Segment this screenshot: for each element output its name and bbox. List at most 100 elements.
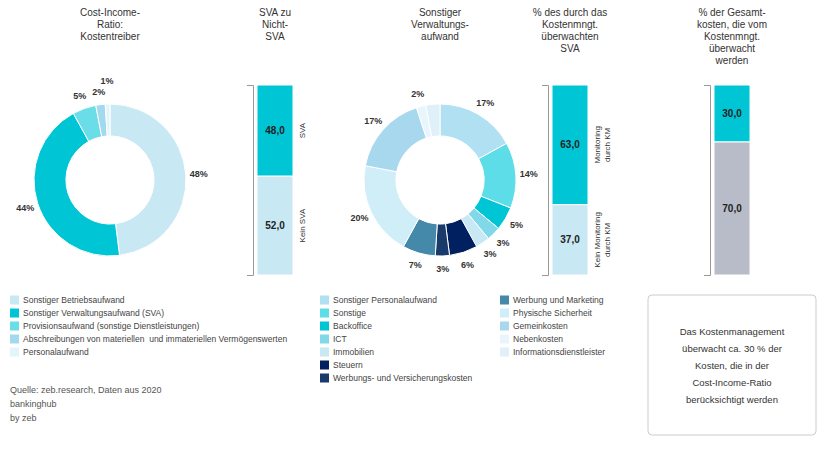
title: % der Gesamt-kosten, die vomKostenmngt.ü… bbox=[697, 7, 767, 66]
legend-swatch bbox=[320, 335, 329, 344]
annotation: Cost-Income-Ratio bbox=[692, 377, 771, 388]
title-line: % der Gesamt- bbox=[698, 7, 765, 18]
y-axis bbox=[247, 86, 254, 276]
title-line: SVA bbox=[265, 31, 285, 42]
series-label: SVA bbox=[298, 122, 307, 138]
pie-slice bbox=[110, 104, 186, 255]
data-label: 48% bbox=[190, 169, 208, 179]
series-label-line: Monitoring bbox=[593, 126, 602, 163]
y-axis bbox=[542, 86, 549, 276]
pie-slice bbox=[364, 166, 419, 247]
title-line: überwachten bbox=[541, 31, 598, 42]
title-line: Kostenmngt. bbox=[542, 19, 598, 30]
legend-entry: Immobilien bbox=[333, 347, 374, 357]
bar-segment bbox=[714, 85, 750, 142]
legend-swatch bbox=[10, 322, 19, 331]
data-label: 6% bbox=[461, 260, 474, 270]
bar-segment bbox=[257, 176, 293, 275]
annotation: überwacht ca. 30 % der bbox=[682, 343, 782, 354]
data-label: 37,0 bbox=[560, 234, 580, 245]
title-line: SVA bbox=[560, 43, 580, 54]
annotation: by zeb bbox=[10, 413, 37, 423]
title: SonstigerVerwaltungs-aufwand bbox=[411, 7, 469, 42]
legend-swatch bbox=[500, 309, 509, 318]
series-label: Kein Monitoringdurch KM bbox=[593, 212, 612, 268]
legend-entry: Sonstiger Betriebsaufwand bbox=[23, 295, 125, 305]
legend-swatch bbox=[10, 335, 19, 344]
legend-swatch bbox=[320, 361, 329, 370]
pie-slice bbox=[446, 219, 477, 256]
legend-entry: Werbung und Marketing bbox=[513, 295, 604, 305]
series-label-line: Kein SVA bbox=[298, 208, 307, 242]
data-label: 17% bbox=[476, 98, 494, 108]
data-label: 20% bbox=[350, 213, 368, 223]
title-line: Verwaltungs- bbox=[411, 19, 469, 30]
annotation: bankinghub bbox=[10, 399, 57, 409]
chart: SonstigerVerwaltungs-aufwand17%14%5%3%3%… bbox=[320, 7, 605, 383]
data-label: 3% bbox=[436, 264, 449, 274]
title: % des durch dasKostenmngt.überwachtenSVA bbox=[533, 7, 608, 54]
title-line: überwacht bbox=[709, 43, 755, 54]
title-line: SVA zu bbox=[259, 7, 291, 18]
bar-segment bbox=[257, 85, 293, 176]
series-label-line: durch KM bbox=[602, 127, 611, 162]
data-label: 17% bbox=[364, 116, 382, 126]
bar-segment bbox=[714, 142, 750, 275]
title-line: % des durch das bbox=[533, 7, 608, 18]
bar-segment bbox=[552, 85, 588, 205]
data-label: 52,0 bbox=[265, 220, 285, 231]
chart: % der Gesamt-kosten, die vomKostenmngt.ü… bbox=[648, 7, 816, 435]
legend-swatch bbox=[320, 322, 329, 331]
legend-swatch bbox=[320, 348, 329, 357]
pie: 48%44%5%2%1% bbox=[16, 76, 207, 256]
legend-swatch bbox=[320, 309, 329, 318]
pie-slice bbox=[426, 104, 440, 137]
bar-texts: 30,070,0 bbox=[722, 108, 742, 214]
legend-swatch bbox=[320, 374, 329, 383]
title: Cost-Income-Ratio:Kostentreiber bbox=[80, 7, 140, 42]
axis-line bbox=[247, 86, 254, 276]
legend-entry: ICT bbox=[333, 334, 347, 344]
legend-swatch bbox=[500, 322, 509, 331]
chart: % des durch dasKostenmngt.überwachtenSVA… bbox=[533, 7, 611, 276]
title-line: Ratio: bbox=[97, 19, 123, 30]
legend-entry: Abschreibungen von materiellen und immat… bbox=[23, 334, 287, 344]
legend-swatch bbox=[10, 296, 19, 305]
legend-entry: Steuern bbox=[333, 360, 363, 370]
data-label: 1% bbox=[100, 76, 113, 86]
legend-entry: Personalaufwand bbox=[23, 347, 89, 357]
legend: Sonstiger BetriebsaufwandSonstiger Verwa… bbox=[10, 295, 287, 357]
annotation: Kosten, die in der bbox=[695, 360, 769, 371]
series-label: Kein SVA bbox=[298, 208, 307, 242]
annotation: Das Kostenmanagement bbox=[680, 326, 785, 337]
axis-line bbox=[542, 86, 549, 276]
legend-entry: Werbungs- und Versicherungskosten bbox=[333, 373, 473, 383]
legend-entry: Physische Sicherheit bbox=[513, 308, 593, 318]
legend-entry: Provisionsaufwand (sonstige Dienstleistu… bbox=[23, 321, 199, 331]
chart: Cost-Income-Ratio:Kostentreiber48%44%5%2… bbox=[10, 7, 287, 423]
bars bbox=[257, 85, 293, 275]
legend: Sonstiger PersonalaufwandSonstigeBackoff… bbox=[320, 295, 605, 383]
title: SVA zuNicht-SVA bbox=[259, 7, 291, 42]
data-label: 2% bbox=[92, 87, 105, 97]
callout-box bbox=[648, 295, 816, 435]
pie: 17%14%5%3%3%6%3%7%20%17%2% bbox=[350, 89, 537, 274]
title-line: Nicht- bbox=[262, 19, 288, 30]
annotation: Quelle: zeb.research, Daten aus 2020 bbox=[10, 385, 162, 395]
bars bbox=[714, 85, 750, 275]
data-label: 30,0 bbox=[722, 108, 742, 119]
legend-swatch bbox=[10, 348, 19, 357]
title-line: Cost-Income- bbox=[80, 7, 140, 18]
legend-entry: Gemeinkosten bbox=[513, 321, 568, 331]
pie-slice bbox=[105, 104, 110, 136]
data-label: 63,0 bbox=[560, 139, 580, 150]
title-line: Kostentreiber bbox=[80, 31, 140, 42]
legend-swatch bbox=[500, 348, 509, 357]
y-axis bbox=[704, 86, 711, 276]
legend-swatch bbox=[320, 296, 329, 305]
legend-entry: Sonstige bbox=[333, 308, 366, 318]
title-line: werden bbox=[715, 55, 749, 66]
series-label: Monitoringdurch KM bbox=[593, 126, 612, 163]
data-label: 5% bbox=[73, 91, 86, 101]
legend-swatch bbox=[500, 296, 509, 305]
